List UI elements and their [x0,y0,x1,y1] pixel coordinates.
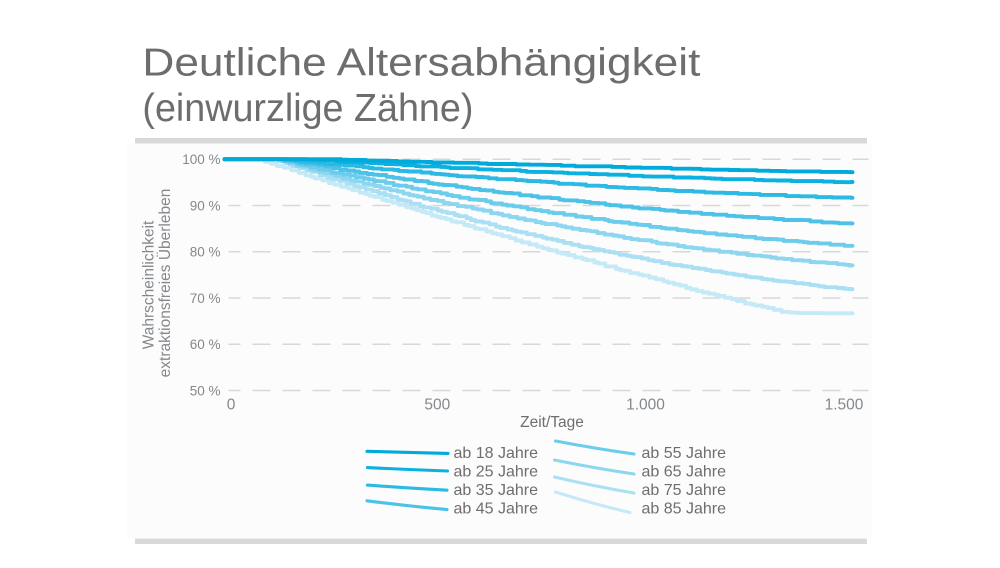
svg-text:ab 25 Jahre: ab 25 Jahre [454,464,539,481]
svg-text:ab 45 Jahre: ab 45 Jahre [454,501,539,518]
svg-text:70 %: 70 % [190,291,221,306]
svg-text:ab 35 Jahre: ab 35 Jahre [454,482,539,499]
svg-text:Zeit/Tage: Zeit/Tage [520,414,584,431]
svg-text:ab 65 Jahre: ab 65 Jahre [642,464,727,481]
svg-text:Wahrscheinlichkeit: Wahrscheinlichkeit [141,220,158,349]
svg-text:90 %: 90 % [190,198,221,213]
svg-text:1.500: 1.500 [825,397,864,414]
svg-text:100 %: 100 % [182,152,220,167]
svg-text:80 %: 80 % [190,245,221,260]
svg-text:60 %: 60 % [190,337,221,352]
svg-text:ab 85 Jahre: ab 85 Jahre [642,501,727,518]
svg-text:0: 0 [227,397,236,414]
svg-text:extraktionsfreies Überleben: extraktionsfreies Überleben [156,189,174,378]
svg-text:ab 55 Jahre: ab 55 Jahre [642,445,727,462]
svg-text:50 %: 50 % [190,383,221,398]
svg-text:ab 75 Jahre: ab 75 Jahre [642,482,727,499]
svg-text:ab 18 Jahre: ab 18 Jahre [454,445,539,462]
svg-text:1.000: 1.000 [626,397,665,414]
svg-text:Deutliche Altersabhängigkeit: Deutliche Altersabhängigkeit [142,42,700,85]
svg-text:500: 500 [424,397,450,414]
svg-text:(einwurzlige Zähne): (einwurzlige Zähne) [142,87,473,130]
